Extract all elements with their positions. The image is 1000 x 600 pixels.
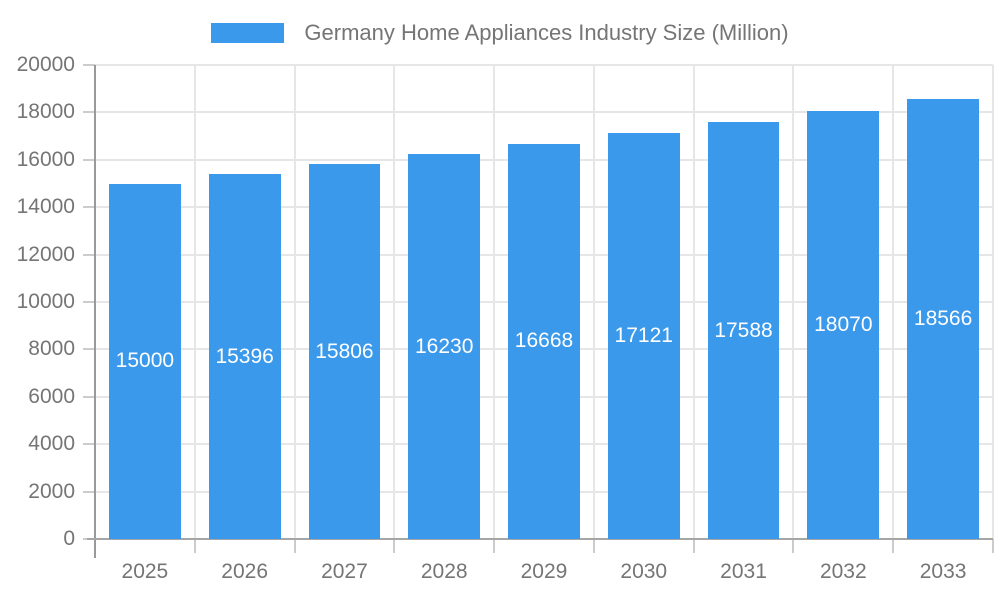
- legend-swatch: [211, 23, 285, 43]
- x-axis-tick: [493, 539, 496, 553]
- x-axis-tick: [892, 539, 895, 553]
- x-axis-label: 2025: [121, 560, 169, 583]
- grid-line-vertical: [393, 65, 396, 539]
- bar[interactable]: 16668: [508, 143, 580, 539]
- x-axis-label: 2031: [720, 560, 767, 583]
- x-axis-tick: [592, 539, 595, 553]
- y-axis-tick: [83, 253, 95, 256]
- x-axis-tick: [692, 539, 695, 553]
- grid-line-vertical: [992, 65, 994, 539]
- y-axis-tick: [83, 395, 95, 398]
- x-axis-label: 2029: [520, 560, 568, 583]
- bar-value-label: 17121: [614, 324, 673, 348]
- bar-value-label: 15806: [315, 339, 374, 363]
- x-axis-tick: [293, 539, 296, 553]
- bar[interactable]: 17121: [607, 133, 680, 539]
- y-axis-label: 10000: [16, 290, 75, 313]
- y-axis-label: 4000: [28, 432, 75, 456]
- x-axis-tick: [193, 539, 196, 553]
- y-axis-tick: [83, 158, 95, 161]
- grid-line-vertical: [293, 65, 296, 539]
- bar-value-label: 18070: [814, 312, 873, 336]
- x-axis-line: [87, 538, 993, 540]
- legend-label: Germany Home Appliances Industry Size (M…: [304, 20, 789, 45]
- bar[interactable]: 16230: [408, 154, 481, 539]
- y-axis-label: 2000: [28, 479, 75, 503]
- bar-value-label: 17588: [714, 318, 773, 342]
- y-axis-tick: [83, 111, 95, 114]
- y-axis-label: 6000: [28, 384, 75, 408]
- x-axis-tick: [992, 539, 994, 553]
- y-axis-label: 12000: [16, 242, 75, 266]
- x-axis-label: 2028: [420, 560, 468, 583]
- x-axis-label: 2032: [819, 560, 867, 583]
- y-axis-label: 18000: [16, 100, 75, 124]
- y-axis-tick: [83, 64, 95, 66]
- grid-line-vertical: [193, 65, 196, 539]
- bar[interactable]: 18566: [907, 98, 980, 539]
- legend-item[interactable]: Germany Home Appliances Industry Size (M…: [0, 20, 1000, 46]
- x-axis-tick: [792, 539, 795, 553]
- bar-value-label: 15000: [115, 349, 175, 373]
- grid-line-vertical: [792, 65, 795, 539]
- bar-value-label: 18566: [913, 306, 973, 330]
- y-axis-line: [94, 65, 96, 558]
- bar[interactable]: 18070: [807, 110, 880, 539]
- bar[interactable]: 15396: [208, 174, 281, 539]
- grid-line-horizontal: [95, 64, 993, 66]
- y-axis-label: 16000: [16, 147, 75, 171]
- x-axis-label: 2027: [321, 560, 368, 583]
- y-axis-tick: [83, 490, 95, 493]
- y-axis-tick: [83, 348, 95, 351]
- y-axis-tick: [83, 443, 95, 446]
- x-axis-tick: [393, 539, 396, 553]
- bar-value-label: 16668: [514, 329, 574, 353]
- x-axis-label: 2033: [919, 560, 967, 583]
- bar[interactable]: 15806: [308, 164, 381, 539]
- x-axis-label: 2026: [221, 560, 268, 583]
- y-axis-tick: [83, 206, 95, 209]
- bar[interactable]: 17588: [707, 122, 780, 539]
- grid-line-vertical: [493, 65, 496, 539]
- x-axis-label: 2030: [620, 560, 668, 583]
- y-axis-label: 20000: [16, 53, 75, 76]
- y-axis-label: 8000: [28, 337, 75, 361]
- y-axis-tick: [83, 301, 95, 303]
- bar[interactable]: 15000: [108, 183, 181, 539]
- grid-line-vertical: [592, 65, 595, 539]
- y-axis-label: 14000: [16, 195, 75, 219]
- grid-line-vertical: [692, 65, 695, 539]
- bar-value-label: 16230: [415, 334, 474, 358]
- grid-line-horizontal: [95, 111, 993, 114]
- y-axis-label: 0: [63, 527, 75, 550]
- bar-value-label: 15396: [215, 344, 274, 368]
- grid-line-vertical: [892, 65, 895, 539]
